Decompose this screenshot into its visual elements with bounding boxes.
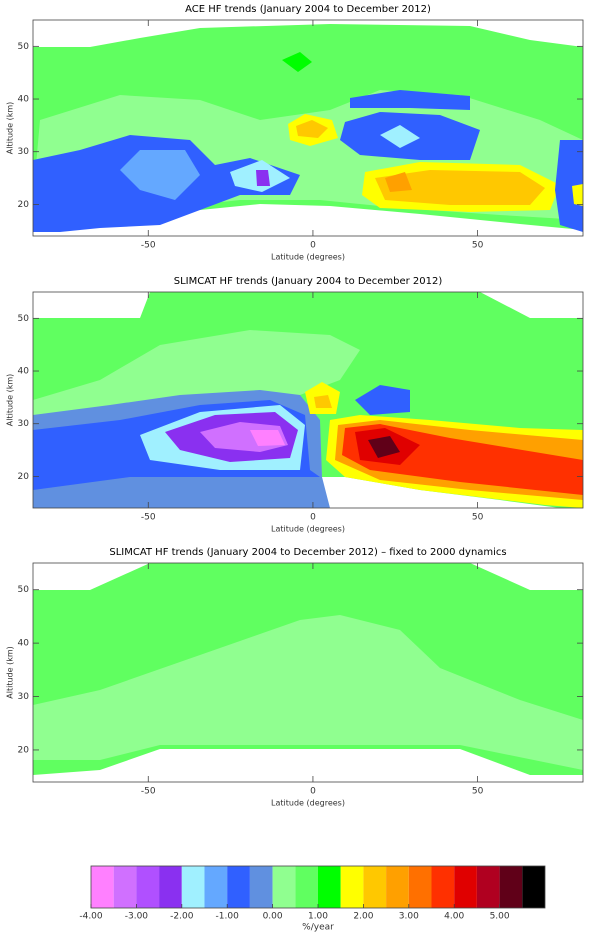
y-tick-label: 50 bbox=[18, 42, 30, 52]
colorbar-box bbox=[113, 866, 137, 908]
colorbar-box bbox=[181, 866, 205, 908]
y-tick-label: 40 bbox=[18, 367, 30, 377]
contour-region bbox=[385, 172, 412, 192]
colorbar-box bbox=[363, 866, 387, 908]
colorbar-box bbox=[454, 866, 477, 908]
y-tick-label: 30 bbox=[18, 147, 30, 157]
plot-frame bbox=[32, 562, 584, 783]
colorbar-tick-label: 5.00 bbox=[490, 912, 510, 922]
contour-region bbox=[250, 430, 285, 446]
contour-field bbox=[33, 24, 583, 232]
y-tick-label: 30 bbox=[18, 419, 30, 429]
plot-frame bbox=[32, 291, 584, 509]
y-axis-label: Altitude (km) bbox=[6, 646, 15, 698]
y-tick-label: 40 bbox=[18, 639, 30, 649]
colorbar-tick-label: -4.00 bbox=[79, 912, 103, 922]
y-tick-label: 20 bbox=[18, 200, 30, 210]
x-axis-label: Latitude (degrees) bbox=[271, 525, 345, 534]
y-tick-label: 50 bbox=[18, 314, 30, 324]
chart-title: SLIMCAT HF trends (January 2004 to Decem… bbox=[174, 276, 443, 287]
colorbar-box bbox=[340, 866, 364, 908]
contour-region bbox=[314, 395, 332, 408]
colorbar-box bbox=[91, 866, 114, 908]
colorbar-box bbox=[272, 866, 296, 908]
x-tick-label: -50 bbox=[141, 241, 156, 251]
colorbar-box bbox=[136, 866, 160, 908]
contour-region bbox=[256, 170, 270, 186]
y-tick-label: 30 bbox=[18, 692, 30, 702]
x-tick-label: 50 bbox=[472, 241, 484, 251]
contour-region bbox=[120, 150, 200, 200]
y-axis-label: Altitude (km) bbox=[6, 374, 15, 426]
contour-region bbox=[355, 385, 410, 415]
colorbar-tick-label: 1.00 bbox=[308, 912, 328, 922]
colorbar-box bbox=[295, 866, 318, 908]
x-tick-label: 50 bbox=[472, 787, 484, 797]
contour-region bbox=[572, 184, 583, 206]
chart-title: SLIMCAT HF trends (January 2004 to Decem… bbox=[109, 547, 506, 558]
colorbar-box bbox=[522, 866, 545, 908]
contour-region bbox=[296, 120, 328, 138]
contour-field bbox=[33, 563, 583, 775]
x-tick-label: 0 bbox=[310, 787, 316, 797]
colorbar-box bbox=[408, 866, 432, 908]
y-axis-label: Altitude (km) bbox=[6, 102, 15, 154]
x-axis-label: Latitude (degrees) bbox=[271, 253, 345, 262]
x-tick-label: 50 bbox=[472, 513, 484, 523]
colorbar-box bbox=[318, 866, 341, 908]
colorbar-box bbox=[159, 866, 182, 908]
y-tick-label: 20 bbox=[18, 472, 30, 482]
colorbar-tick-label: 2.00 bbox=[353, 912, 373, 922]
colorbar-tick-label: 3.00 bbox=[399, 912, 419, 922]
y-tick-label: 50 bbox=[18, 585, 30, 595]
contour-region bbox=[350, 90, 470, 110]
x-tick-label: 0 bbox=[310, 513, 316, 523]
x-tick-label: -50 bbox=[141, 787, 156, 797]
contour-region bbox=[282, 52, 312, 72]
x-tick-label: 0 bbox=[310, 241, 316, 251]
contour-field bbox=[33, 292, 583, 508]
contour-region bbox=[555, 140, 583, 232]
contour-region bbox=[380, 125, 420, 148]
contour-region bbox=[33, 615, 583, 770]
contour-region bbox=[368, 436, 400, 458]
colorbar-box bbox=[476, 866, 500, 908]
colorbar-box bbox=[499, 866, 523, 908]
chart-title: ACE HF trends (January 2004 to December … bbox=[185, 4, 431, 15]
x-axis-label: Latitude (degrees) bbox=[271, 799, 345, 808]
colorbar-box bbox=[249, 866, 273, 908]
colorbar-tick-label: 0.00 bbox=[263, 912, 283, 922]
x-tick-label: -50 bbox=[141, 513, 156, 523]
colorbar-tick-label: -2.00 bbox=[170, 912, 194, 922]
colorbar-label: %/year bbox=[302, 923, 334, 933]
y-tick-label: 40 bbox=[18, 95, 30, 105]
colorbar-box bbox=[204, 866, 228, 908]
colorbar-box bbox=[431, 866, 455, 908]
colorbar-tick-label: 4.00 bbox=[444, 912, 464, 922]
colorbar-box bbox=[227, 866, 250, 908]
y-tick-label: 20 bbox=[18, 745, 30, 755]
colorbar-box bbox=[386, 866, 409, 908]
contour-region bbox=[375, 170, 545, 205]
plot-frame bbox=[32, 19, 584, 237]
colorbar-tick-label: -3.00 bbox=[125, 912, 149, 922]
colorbar-tick-label: -1.00 bbox=[216, 912, 240, 922]
